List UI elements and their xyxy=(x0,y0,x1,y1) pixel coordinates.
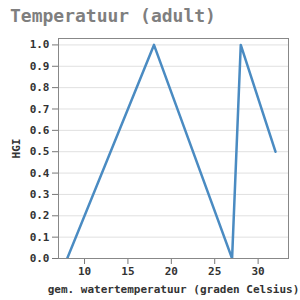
svg-text:30: 30 xyxy=(251,265,264,278)
svg-text:25: 25 xyxy=(208,265,221,278)
svg-text:0.5: 0.5 xyxy=(30,145,50,158)
svg-text:0.8: 0.8 xyxy=(30,81,50,94)
svg-text:0.1: 0.1 xyxy=(30,231,50,244)
svg-text:15: 15 xyxy=(121,265,134,278)
svg-text:0.7: 0.7 xyxy=(30,103,50,116)
svg-text:1.0: 1.0 xyxy=(30,38,50,51)
svg-text:10: 10 xyxy=(78,265,91,278)
svg-text:0.0: 0.0 xyxy=(30,252,50,265)
svg-text:0.4: 0.4 xyxy=(30,167,50,180)
svg-text:0.2: 0.2 xyxy=(30,209,50,222)
svg-text:0.6: 0.6 xyxy=(30,124,50,137)
svg-text:20: 20 xyxy=(165,265,178,278)
svg-text:0.9: 0.9 xyxy=(30,60,50,73)
html-text:Temperatuur (adult): Temperatuur (adult) xyxy=(10,5,216,26)
svg-text:gem. watertemperatuur (graden: gem. watertemperatuur (graden Celsius) xyxy=(48,283,300,296)
svg-text:0.3: 0.3 xyxy=(30,188,50,201)
svg-text:HGI: HGI xyxy=(10,139,23,159)
